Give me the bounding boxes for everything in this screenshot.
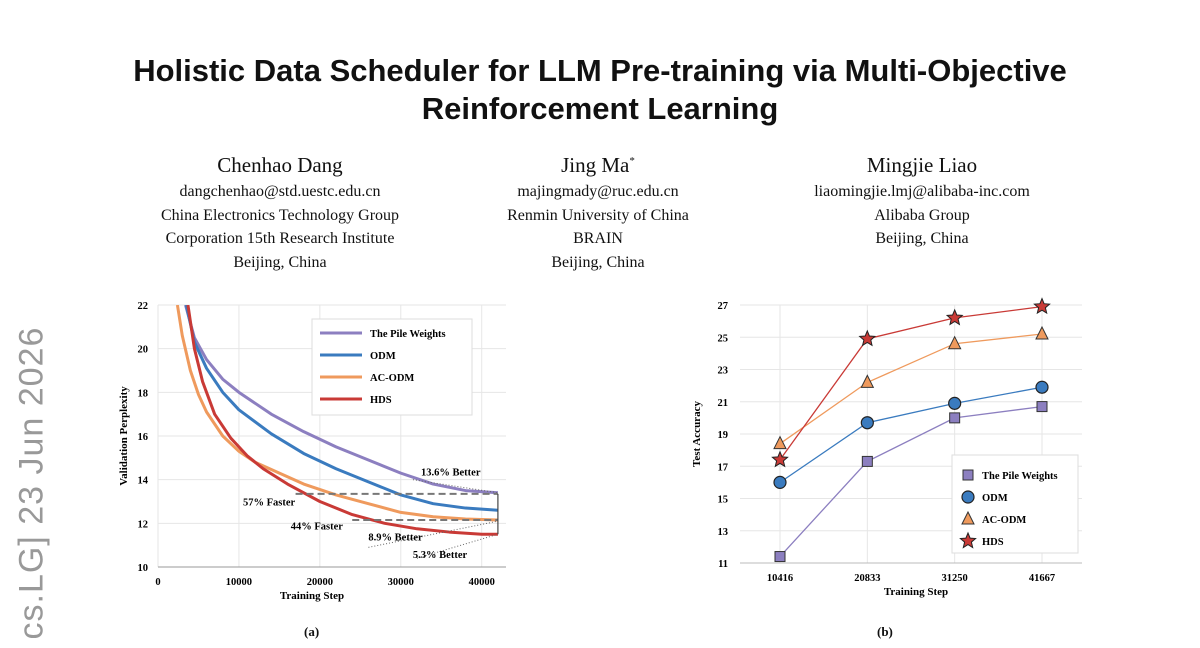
y-tick-label: 14: [138, 476, 149, 487]
paper-title: Holistic Data Scheduler for LLM Pre-trai…: [0, 52, 1200, 128]
y-tick-label: 25: [718, 333, 729, 344]
chart-a: 10 12 14 16 18 20 22 0 10000 20000 30000 40000 Train…: [118, 301, 506, 602]
y-tick-label: 11: [718, 559, 728, 570]
series-line: [779, 333, 1043, 445]
y-tick-label: 16: [138, 432, 149, 443]
y-tick-label: 20: [138, 345, 149, 356]
author-name: Mingjie Liao: [866, 153, 978, 177]
legend-label: HDS: [982, 537, 1004, 548]
y-tick-label: 22: [138, 301, 149, 312]
arxiv-stamp: cs.LG] 23 Jun 2026: [12, 326, 51, 640]
y-tick-label: 18: [138, 388, 149, 399]
y-axis-label: Validation Perplexity: [118, 386, 130, 486]
x-axis-label: Training Step: [884, 586, 948, 598]
data-point: [947, 335, 962, 350]
author-block: Chenhao Dang dangchenhao@std.uestc.edu.c…: [110, 146, 450, 274]
y-tick-label: 19: [718, 430, 729, 441]
title-line-2: Reinforcement Learning: [421, 91, 779, 126]
author-block: Mingjie Liao liaomingjie.lmj@alibaba-inc…: [752, 146, 1092, 251]
legend-label: The Pile Weights: [370, 329, 446, 340]
data-point: [858, 329, 877, 347]
y-tick-label: 23: [718, 366, 729, 377]
title-line-1: Holistic Data Scheduler for LLM Pre-trai…: [133, 53, 1067, 88]
x-tick-label: 40000: [469, 577, 495, 588]
series-line: [186, 305, 498, 536]
annotation-label: 13.6% Better: [421, 468, 481, 479]
y-axis-label: Test Accuracy: [691, 401, 703, 467]
x-tick-label: 30000: [388, 577, 414, 588]
y-tick-label: 12: [138, 519, 149, 530]
data-point: [962, 469, 974, 481]
x-tick-label: 20000: [307, 577, 333, 588]
legend-label: HDS: [370, 395, 392, 406]
y-tick-label: 10: [138, 563, 149, 574]
author-email: liaomingjie.lmj@alibaba-inc.com: [814, 183, 1030, 200]
author-affiliation: Corporation 15th Research Institute: [165, 230, 395, 247]
data-point: [961, 490, 975, 504]
y-tick-label: 15: [718, 495, 729, 506]
legend-label: AC-ODM: [982, 515, 1026, 526]
y-tick-label: 13: [718, 527, 729, 538]
author-name: Chenhao Dang: [217, 153, 343, 177]
data-point: [774, 551, 786, 563]
series-line: [175, 305, 498, 522]
panel-label-b: (b): [877, 624, 893, 639]
author-affiliation: Alibaba Group: [874, 206, 970, 224]
data-point: [1033, 297, 1051, 315]
data-point: [1035, 380, 1049, 394]
data-point: [860, 374, 875, 388]
legend-label: The Pile Weights: [982, 471, 1058, 482]
author-affiliation: Renmin University of China: [507, 206, 689, 224]
series-line: [184, 305, 499, 495]
data-point: [945, 308, 964, 326]
x-axis-label: Training Step: [280, 590, 344, 602]
data-point: [1036, 401, 1048, 413]
x-tick-label: 10000: [226, 577, 252, 588]
data-point: [1035, 325, 1049, 340]
leader-line: [412, 479, 498, 494]
data-point: [961, 510, 975, 525]
chart-b: 11 13 15 17 19 21 23 25 27 10416 20833 31250 41667 Tr…: [691, 297, 1082, 598]
author-affiliation: BRAIN: [573, 230, 623, 247]
series-line: [779, 305, 1043, 461]
author-affiliation: Beijing, China: [875, 230, 969, 247]
data-point: [773, 475, 787, 489]
data-point: [861, 455, 873, 467]
legend-label: ODM: [982, 493, 1008, 504]
author-email: majingmady@ruc.edu.cn: [517, 183, 679, 200]
data-point: [948, 396, 962, 410]
author-block: Jing Ma* majingmady@ruc.edu.cn Renmin Un…: [428, 146, 768, 274]
author-name: Jing Ma*: [561, 153, 635, 177]
annotation-label: 57% Faster: [243, 498, 296, 509]
author-affiliation: Beijing, China: [233, 253, 327, 271]
author-affiliation: China Electronics Technology Group: [160, 206, 400, 224]
y-tick-label: 27: [718, 301, 729, 312]
x-tick-label: 10416: [767, 573, 793, 584]
panel-label-a: (a): [304, 624, 320, 639]
author-affiliation: Beijing, China: [551, 253, 645, 271]
leader-line: [416, 533, 499, 559]
annotation-label: 44% Faster: [291, 522, 344, 533]
x-tick-label: 41667: [1029, 573, 1055, 584]
x-tick-label: 20833: [854, 573, 880, 584]
data-point: [771, 450, 789, 468]
legend-label: ODM: [370, 351, 396, 362]
x-tick-label: 31250: [942, 573, 968, 584]
data-point: [773, 435, 787, 450]
data-point: [949, 412, 961, 424]
series-line: [779, 405, 1043, 557]
annotation-label: 5.3% Better: [413, 550, 468, 561]
x-tick-label: 0: [155, 577, 160, 588]
data-point: [860, 416, 874, 430]
annotation-label: 8.9% Better: [368, 533, 423, 544]
series-line: [184, 305, 499, 512]
legend-label: AC-ODM: [370, 373, 414, 384]
author-email: dangchenhao@std.uestc.edu.cn: [179, 183, 381, 200]
data-point: [959, 531, 977, 549]
series-line: [779, 386, 1043, 483]
y-tick-label: 21: [718, 398, 729, 409]
leader-line: [368, 520, 499, 548]
y-tick-label: 17: [718, 462, 729, 473]
